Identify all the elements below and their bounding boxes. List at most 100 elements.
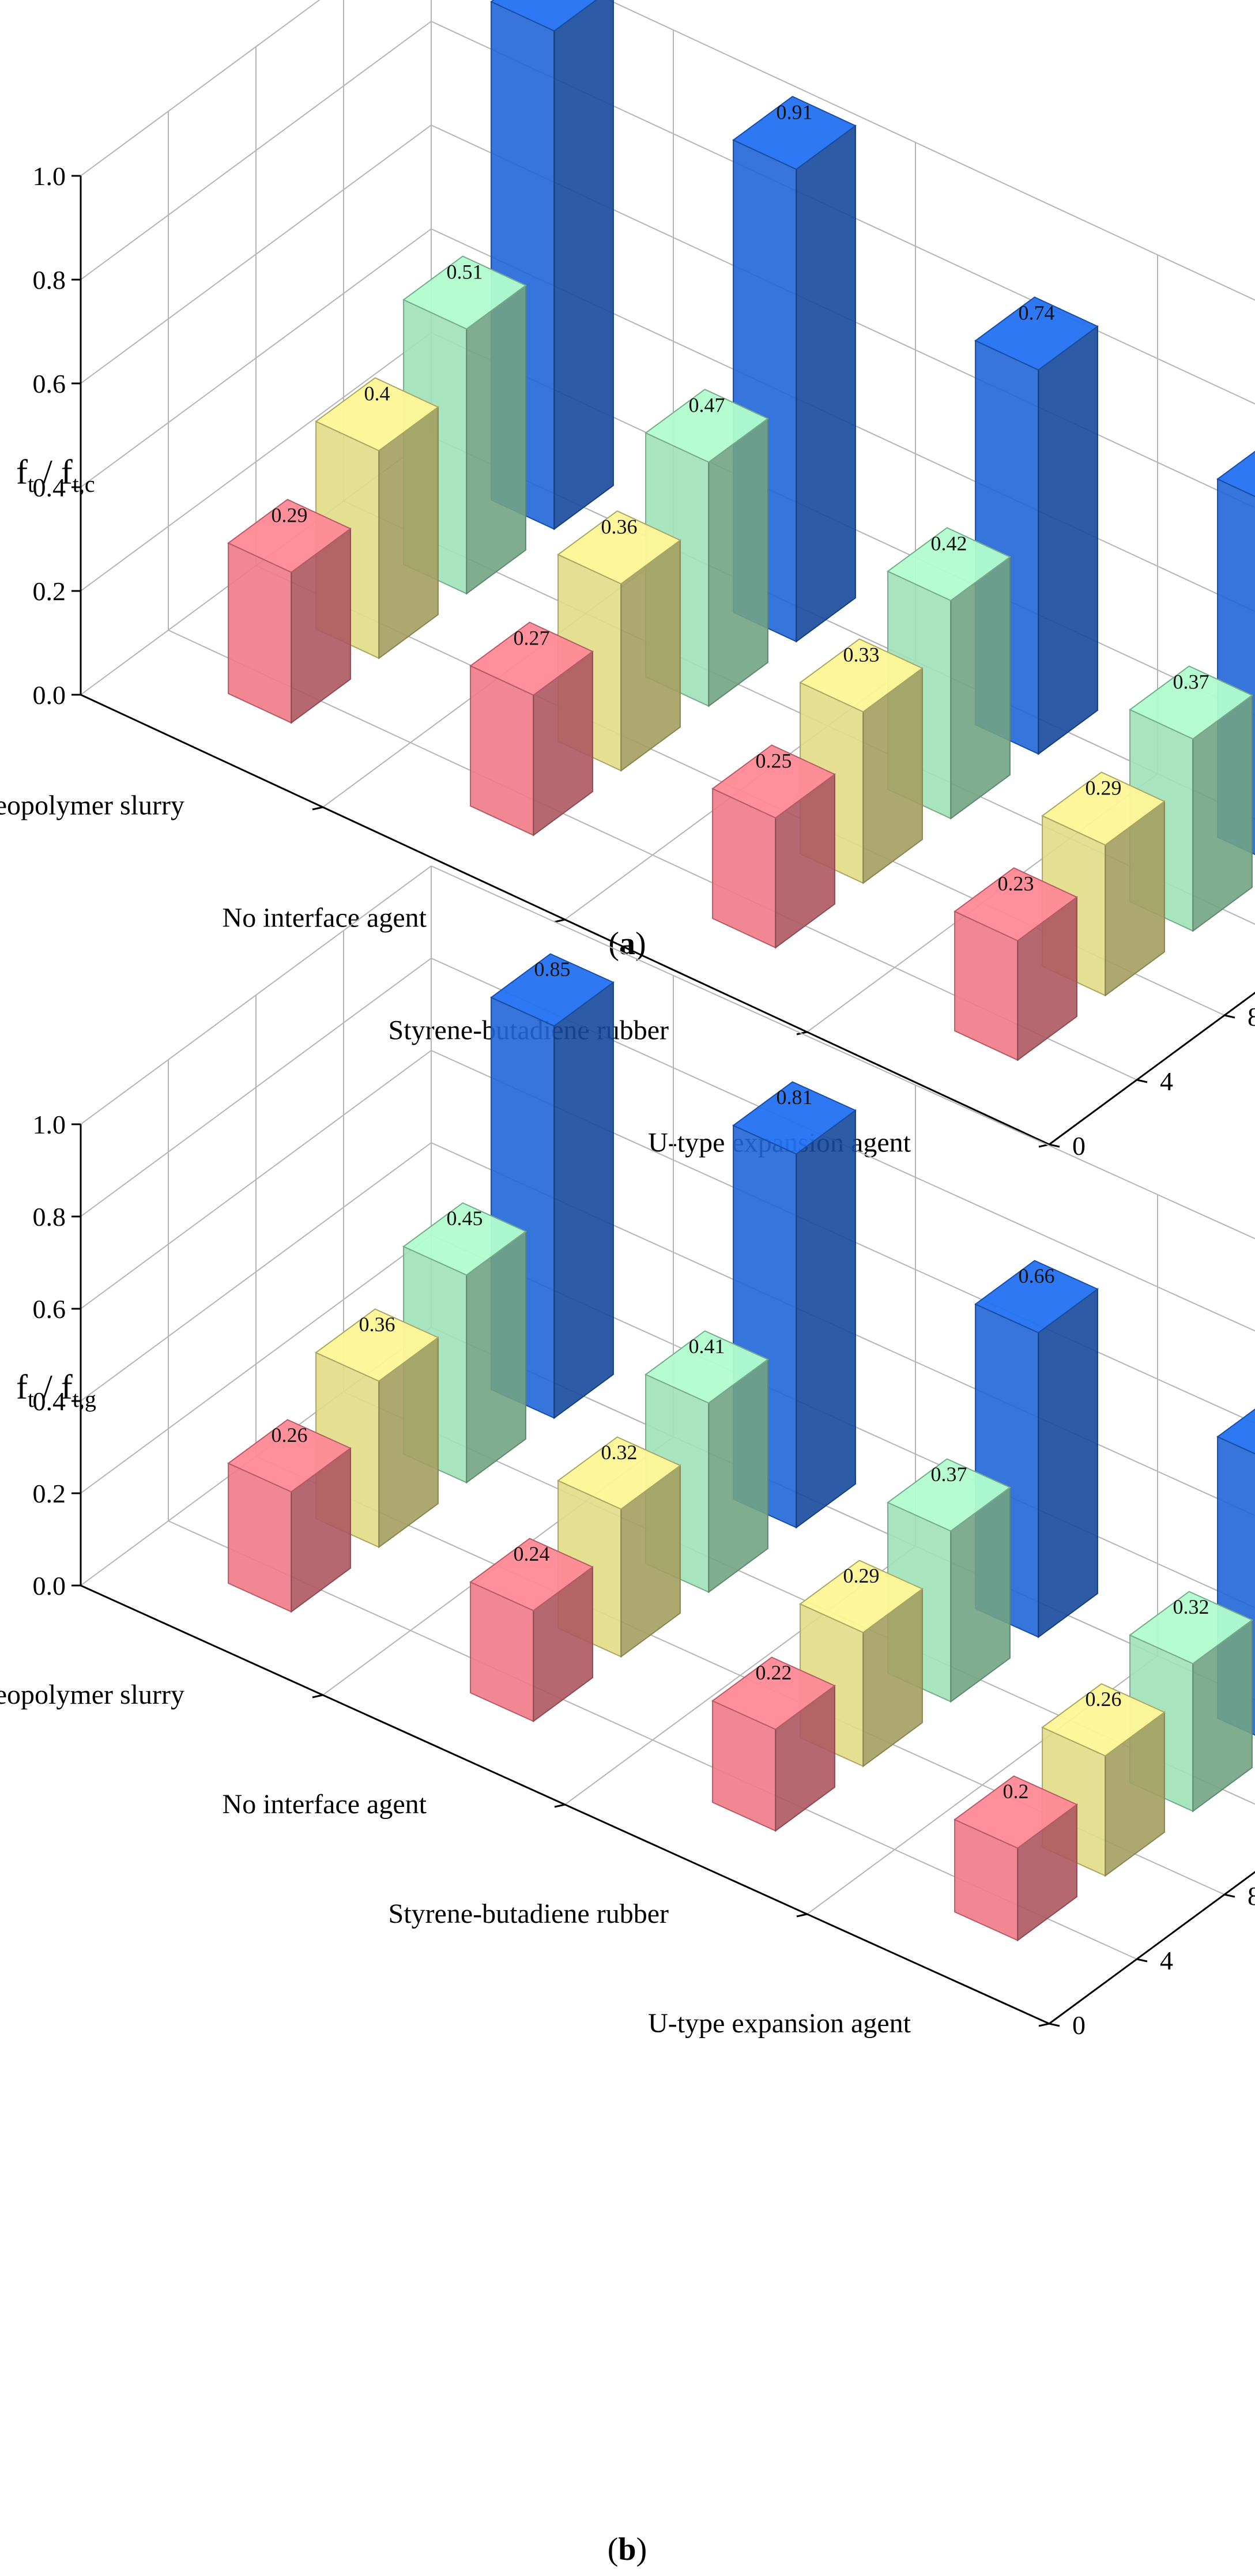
bar: 0.29 [799, 1560, 924, 1768]
jrc-tick-label: 4 [1160, 1067, 1173, 1096]
bar-side-face [1038, 1287, 1098, 1639]
value-tick-label: 0.4 [33, 473, 66, 502]
data-label: 0.32 [601, 1441, 638, 1464]
bar-front-face [228, 542, 292, 724]
side-wall-gridline [80, 958, 432, 1217]
value-tick-label: 0.8 [33, 265, 66, 295]
jrc-tick-label: 0 [1072, 1131, 1086, 1161]
category-axis-tick [554, 1803, 566, 1808]
data-label: 0.36 [601, 515, 638, 538]
data-label: 0.81 [777, 1086, 813, 1109]
side-wall-gridline [80, 1142, 432, 1402]
bar-top-face [954, 1775, 1078, 1849]
bar-top-face [227, 1419, 352, 1493]
value-tick-label: 1.0 [33, 161, 66, 191]
bar-top-face [887, 527, 1011, 601]
chart-panel-a: 0.0 0.2 0.4 0.6 0.8 1.0 Geopolymer slurry No in… [0, 0, 1255, 1161]
bar: 0.24 [469, 1538, 594, 1723]
bar-top-face [1216, 1408, 1255, 1455]
data-label: 0.2 [1003, 1780, 1029, 1803]
side-wall-gridline [80, 332, 432, 592]
bar-top-face [732, 1081, 857, 1155]
data-label: 0.33 [843, 643, 880, 666]
side-wall-gridline [80, 1050, 432, 1309]
bar: 0.91 [732, 96, 857, 643]
back-wall-gridline [431, 865, 1255, 1240]
jrc-tick-label: 0 [1072, 2010, 1086, 2040]
data-label: 0.26 [1086, 1688, 1122, 1711]
bar: 0.85 [490, 953, 615, 1419]
bar-top-face [490, 0, 597, 32]
bar-top-face [711, 1656, 836, 1730]
bar: 0.26 [227, 1419, 352, 1613]
bar-top-face [315, 377, 439, 451]
bar-top-face [227, 499, 352, 573]
data-label: 0.51 [447, 261, 483, 284]
bar-top-face [711, 744, 836, 819]
category-axis-tick [554, 918, 566, 923]
data-label: 0.22 [756, 1661, 792, 1684]
bar-top-face [974, 1260, 1099, 1334]
value-tick-label: 0.2 [33, 577, 66, 606]
bar-top-face [402, 1202, 527, 1276]
bar-top-face [645, 1330, 769, 1404]
bar: 0.27 [469, 622, 594, 837]
data-label: 0.29 [843, 1564, 880, 1587]
jrc-axis-tick [1136, 1079, 1148, 1083]
bar-top-face [1129, 665, 1253, 740]
data-label: 0.45 [447, 1207, 483, 1230]
jrc-axis-tick [1049, 1143, 1060, 1148]
side-wall-gridline [80, 1234, 432, 1494]
bar-top-face [799, 638, 924, 713]
bar: 0.51 [402, 255, 527, 595]
bar-side-face [553, 0, 614, 530]
data-label: 0.74 [1019, 302, 1055, 325]
panel-label: (a) [608, 926, 646, 962]
bar-top-face [974, 296, 1099, 371]
data-label: 0.4 [364, 382, 390, 405]
category-label: Styrene-butadiene rubber [389, 1899, 669, 1929]
bars: 0.960.910.740.690.510.470.420.370.40.360… [227, 0, 1255, 1061]
data-label: 0.41 [689, 1335, 725, 1358]
bar-top-face [490, 953, 615, 1027]
data-label: 0.42 [931, 532, 967, 555]
category-axis-tick [1038, 2023, 1050, 2027]
bars: 0.850.810.660.610.450.410.370.320.360.32… [227, 953, 1255, 1942]
side-wall-gridline [80, 865, 432, 1125]
category-label: Geopolymer slurry [0, 1679, 184, 1710]
jrc-axis-tick [1136, 1958, 1148, 1963]
side-wall-gridline [80, 125, 432, 384]
data-label: 0.85 [534, 958, 571, 981]
bar-top-face [1041, 771, 1166, 846]
data-label: 0.24 [514, 1542, 550, 1565]
bar: 0.25 [711, 744, 836, 949]
category-label: U-type expansion agent [648, 2008, 911, 2039]
bar-top-face [402, 255, 527, 330]
jrc-tick-label: 4 [1160, 1946, 1173, 1975]
data-label: 0.47 [689, 394, 725, 417]
category-axis-tick [312, 1694, 323, 1698]
bar-top-face [732, 96, 857, 170]
data-label: 0.37 [1173, 671, 1209, 694]
bar: 0.26 [1041, 1683, 1166, 1877]
bar-top-face [1216, 450, 1255, 498]
bar-top-face [469, 1538, 594, 1611]
bar-top-face [469, 622, 594, 696]
value-tick-label: 0.2 [33, 1479, 66, 1508]
data-label: 0.23 [998, 872, 1034, 895]
bar-side-face [796, 1109, 856, 1529]
category-label: Geopolymer slurry [0, 790, 184, 821]
bar-side-face [950, 556, 1011, 820]
jrc-axis-tick [1224, 1893, 1235, 1898]
value-tick-label: 0.6 [33, 369, 66, 398]
bar-top-face [557, 1436, 681, 1510]
bar: 0.22 [711, 1656, 836, 1832]
value-tick-label: 0.6 [33, 1294, 66, 1324]
jrc-tick-label: 8 [1248, 1881, 1255, 1911]
bar-side-face [1038, 325, 1098, 755]
chart-panel-b: 0.0 0.2 0.4 0.6 0.8 1.0 Geopolymer slurry No in… [0, 865, 1255, 2567]
value-tick-label: 1.0 [33, 1110, 66, 1139]
value-tick-label: 0.0 [33, 1571, 66, 1600]
bar-side-face [466, 284, 526, 595]
jrc-axis-tick [1224, 1014, 1235, 1019]
